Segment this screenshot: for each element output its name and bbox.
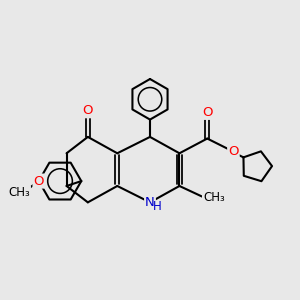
- Text: O: O: [202, 106, 212, 119]
- Text: CH₃: CH₃: [203, 191, 225, 204]
- Text: O: O: [82, 104, 93, 117]
- Text: CH₃: CH₃: [8, 186, 30, 199]
- Text: O: O: [228, 145, 239, 158]
- Text: H: H: [153, 200, 162, 213]
- Text: N: N: [145, 196, 155, 209]
- Text: O: O: [34, 175, 44, 188]
